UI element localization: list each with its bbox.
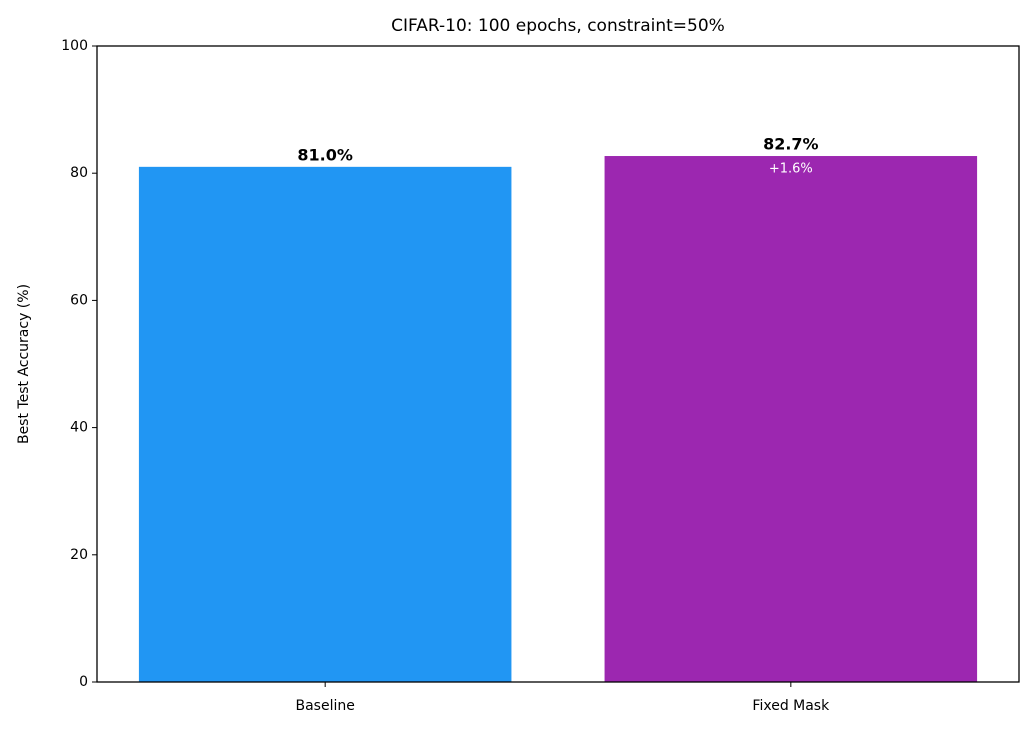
bar xyxy=(604,156,978,682)
x-tick-label: Fixed Mask xyxy=(752,698,830,714)
chart-title: CIFAR-10: 100 epochs, constraint=50% xyxy=(391,16,725,36)
y-tick-label: 0 xyxy=(79,674,88,690)
bar xyxy=(138,166,512,683)
y-tick-label: 60 xyxy=(70,292,88,308)
y-tick-label: 100 xyxy=(61,38,88,54)
plot-frame xyxy=(96,45,1020,683)
y-tick-label: 40 xyxy=(70,420,88,436)
y-tick-label: 80 xyxy=(70,165,88,181)
x-tick-label: Baseline xyxy=(295,698,354,714)
value-label: 82.7% xyxy=(763,135,819,154)
value-label: 81.0% xyxy=(297,145,353,164)
y-axis-label: Best Test Accuracy (%) xyxy=(16,284,32,444)
annotation: +1.6% xyxy=(769,162,813,177)
y-tick-label: 20 xyxy=(70,547,88,563)
